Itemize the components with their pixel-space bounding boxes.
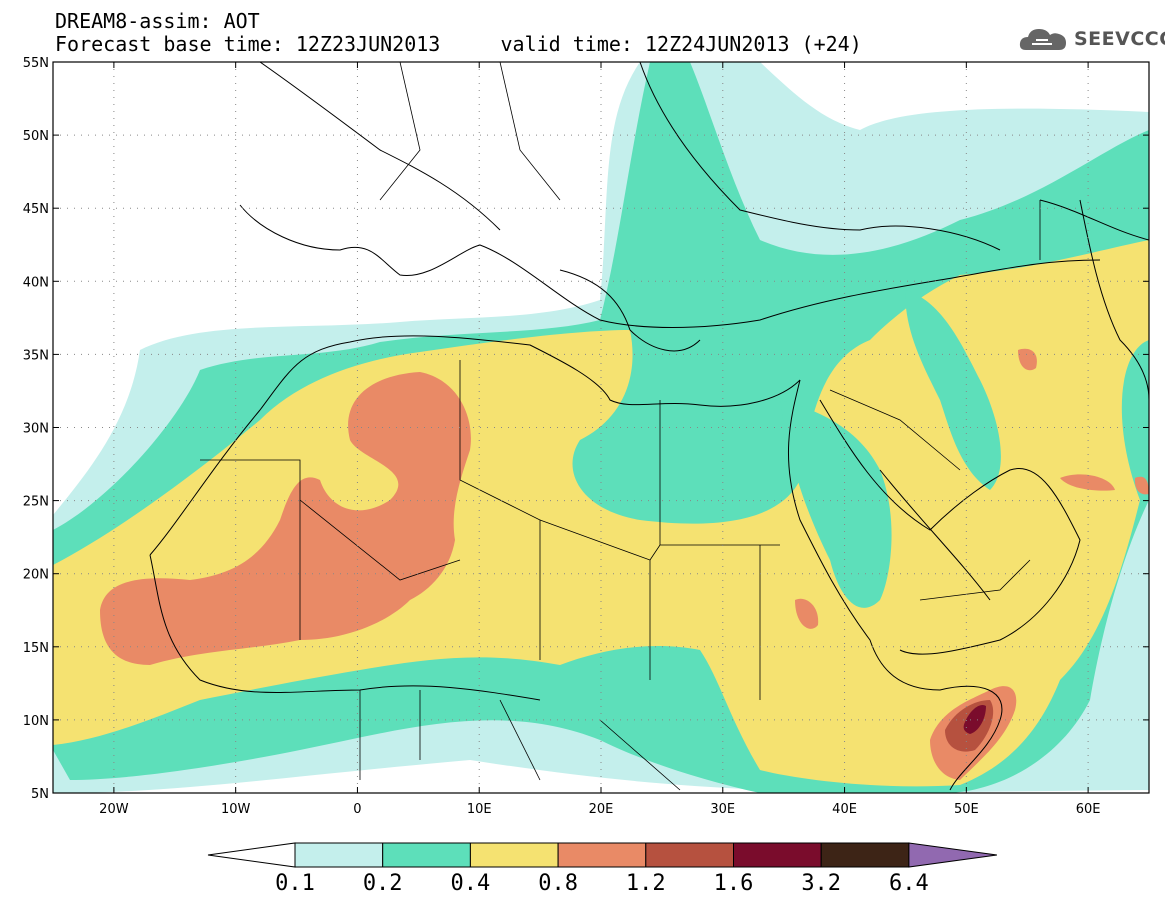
colorbar-swatch <box>820 842 910 868</box>
lat-tick-label: 25N <box>23 495 49 510</box>
cloud-logo-icon <box>1019 29 1066 50</box>
lat-tick-label: 30N <box>23 422 49 437</box>
lat-tick-label: 40N <box>23 275 49 290</box>
grid-lines <box>53 62 1149 793</box>
lat-tick-label: 20N <box>23 568 49 583</box>
colorbar-swatch <box>382 842 471 868</box>
aot-contour-0.8-spot1 <box>795 598 819 629</box>
lat-tick-label: 5N <box>31 787 49 802</box>
colorbar-label: 1.6 <box>714 871 754 896</box>
coastlines <box>149 62 1149 791</box>
lat-tick-label: 35N <box>23 348 49 363</box>
lat-tick-label: 55N <box>23 56 49 71</box>
aot-contour-0.2-red-sea <box>780 400 892 608</box>
aot-contour-0.8-spot4 <box>1134 476 1149 495</box>
lat-tick-label: 45N <box>23 202 49 217</box>
colorbar-swatch <box>469 842 559 868</box>
map-subtitle-times: Forecast base time: 12Z23JUN2013 valid t… <box>55 32 862 56</box>
colorbar: 0.1 0.2 0.4 0.8 1.2 1.6 3.2 6.4 <box>207 842 997 896</box>
logo-text: SEEVCCC <box>1074 28 1165 50</box>
colorbar-label: 6.4 <box>889 871 929 896</box>
latitude-ticks: 55N 50N 45N 40N 35N 30N 25N 20N 15N 10N 5N <box>23 56 1149 802</box>
colorbar-over-arrow <box>908 842 997 868</box>
colorbar-label: 1.2 <box>626 871 666 896</box>
aot-contour-0.4 <box>53 240 1149 787</box>
aot-contour-0.2-iran <box>905 290 1001 490</box>
longitude-ticks: 20W 10W 0 10E 20E 30E 40E 50E 60E <box>99 62 1100 817</box>
colorbar-swatch <box>294 842 384 868</box>
colorbar-label: 0.1 <box>275 871 315 896</box>
colorbar-swatch <box>557 842 647 868</box>
colorbar-label: 0.2 <box>363 871 403 896</box>
colorbar-label: 0.8 <box>538 871 578 896</box>
lon-tick-label: 10W <box>221 802 251 817</box>
colorbar-under-arrow <box>207 842 296 868</box>
aot-contour-1.6 <box>963 704 986 734</box>
lat-tick-label: 15N <box>23 641 49 656</box>
seevccc-logo: SEEVCCC <box>1018 22 1165 56</box>
colorbar-swatch <box>645 842 734 868</box>
aot-contour-0.8-spot3 <box>1060 474 1115 491</box>
lat-tick-label: 50N <box>23 129 49 144</box>
lon-tick-label: 60E <box>1076 802 1101 817</box>
aot-contour-0.8-sahara <box>100 372 471 665</box>
aot-contour-0.8-spot2 <box>1018 348 1037 371</box>
lon-tick-label: 40E <box>832 802 857 817</box>
colorbar-label: 3.2 <box>801 871 841 896</box>
lon-tick-label: 50E <box>954 802 979 817</box>
lon-tick-label: 20E <box>589 802 614 817</box>
lon-tick-label: 0 <box>353 802 361 817</box>
lon-tick-label: 30E <box>710 802 735 817</box>
map-title: DREAM8-assim: AOT <box>55 9 260 33</box>
lat-tick-label: 10N <box>23 714 49 729</box>
colorbar-label: 0.4 <box>451 871 491 896</box>
lon-tick-label: 10E <box>467 802 492 817</box>
country-borders <box>200 62 1041 791</box>
lon-tick-label: 20W <box>99 802 129 817</box>
colorbar-swatch <box>733 842 822 868</box>
